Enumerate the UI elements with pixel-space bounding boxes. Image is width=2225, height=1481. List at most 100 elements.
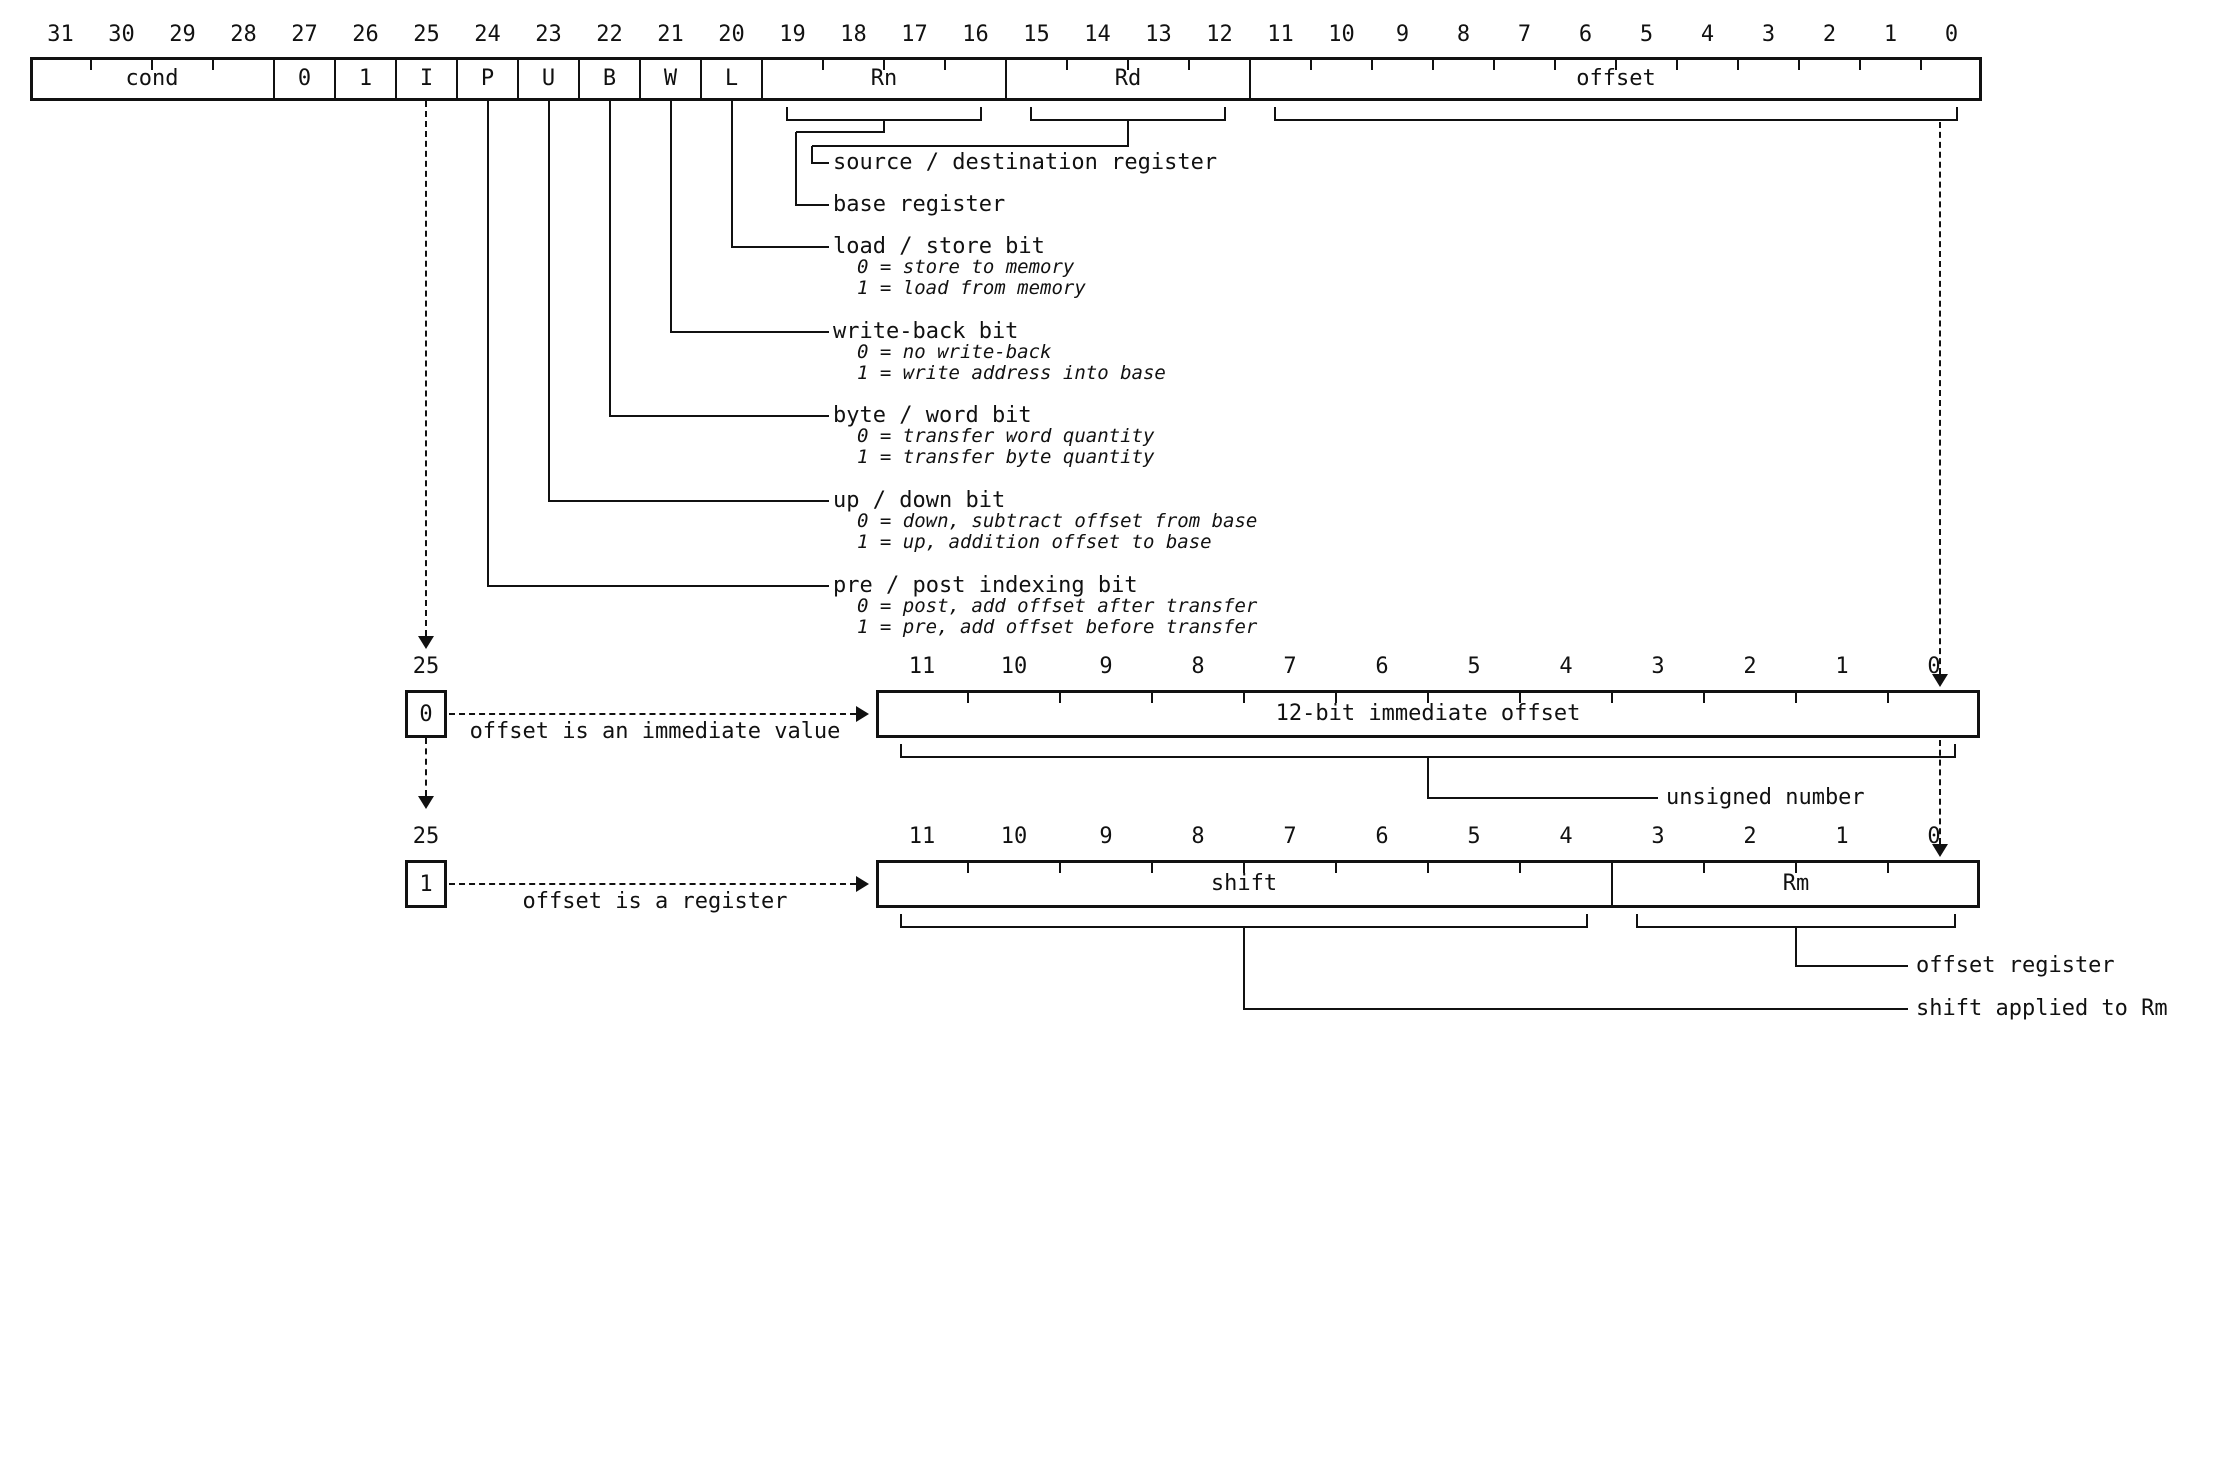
bit-number: 10 xyxy=(1000,654,1028,679)
field-l: L xyxy=(724,66,739,91)
connector-line xyxy=(1796,965,1908,967)
bit-number: 25 xyxy=(413,22,440,47)
field-divider xyxy=(456,57,458,101)
field-1: 1 xyxy=(358,66,373,91)
connector-line xyxy=(812,145,1129,147)
bit-number: 2 xyxy=(1822,22,1837,47)
unsigned-number-label: unsigned number xyxy=(1666,785,1865,810)
bit-tick xyxy=(1737,60,1739,70)
field-shift: shift xyxy=(1210,871,1278,896)
bit-number: 5 xyxy=(1467,654,1481,679)
bit-number: 21 xyxy=(657,22,684,47)
annotation-note: 1 = pre, add offset before transfer xyxy=(857,616,1258,638)
bit-number: 31 xyxy=(47,22,74,47)
bit-number: 7 xyxy=(1517,22,1532,47)
field-underbrace xyxy=(786,107,982,121)
arrow-down-icon xyxy=(1932,674,1948,687)
bit-number: 24 xyxy=(474,22,501,47)
field-divider xyxy=(395,57,397,101)
bit-number: 6 xyxy=(1375,654,1389,679)
connector-line xyxy=(1244,1008,1908,1010)
connector-line xyxy=(1427,758,1429,799)
arrow-right-icon xyxy=(856,706,869,722)
annotation-note: 0 = down, subtract offset from base xyxy=(857,510,1258,532)
bit-tick xyxy=(1335,863,1337,873)
bit-tick xyxy=(1059,863,1061,873)
field-cond: cond xyxy=(125,66,179,91)
bit-number: 8 xyxy=(1191,824,1205,849)
field-divider xyxy=(761,57,763,101)
bit-number: 9 xyxy=(1099,824,1113,849)
bit-tick xyxy=(1859,60,1861,70)
bit-number: 6 xyxy=(1375,824,1389,849)
bit-tick xyxy=(1887,863,1889,873)
field-offset: offset xyxy=(1576,66,1656,91)
field-underbrace xyxy=(900,914,1588,928)
bit-tick xyxy=(1676,60,1678,70)
connector-line xyxy=(486,101,489,587)
field-underbrace xyxy=(900,744,1956,758)
field-rd: Rd xyxy=(1114,66,1142,91)
bit-number: 17 xyxy=(901,22,928,47)
connector-line xyxy=(796,131,885,133)
annotation-label: byte / word bit xyxy=(833,403,1032,428)
bit-number: 10 xyxy=(1328,22,1355,47)
bit-tick xyxy=(1795,693,1797,703)
bit-number: 11 xyxy=(908,654,936,679)
bit-number: 6 xyxy=(1578,22,1593,47)
arrow-down-icon xyxy=(1932,844,1948,857)
bit-tick xyxy=(1795,863,1797,873)
bit-tick xyxy=(1066,60,1068,70)
bit-number: 11 xyxy=(1267,22,1294,47)
annotation-label: load / store bit xyxy=(833,234,1045,259)
field-divider xyxy=(639,57,641,101)
bit-number: 7 xyxy=(1283,654,1297,679)
bit-tick xyxy=(1615,60,1617,70)
bit-number: 20 xyxy=(718,22,745,47)
field-u: U xyxy=(541,66,556,91)
annotation-label: pre / post indexing bit xyxy=(833,573,1138,598)
dashed-connector xyxy=(1939,740,1941,844)
i-bit-value-box: 1 xyxy=(405,860,447,908)
connector-line xyxy=(609,415,829,417)
connector-line xyxy=(1243,928,1245,1010)
arrow-down-icon xyxy=(418,796,434,809)
offset-register-label: offset register xyxy=(1916,953,2115,978)
bit-number: 16 xyxy=(962,22,989,47)
field-rm: Rm xyxy=(1782,871,1810,896)
connector-line xyxy=(795,132,797,206)
field-12-bit-immediate-offset: 12-bit immediate offset xyxy=(1275,701,1581,726)
bit-tick xyxy=(1427,693,1429,703)
bit-tick xyxy=(1611,693,1613,703)
bit-number: 0 xyxy=(1944,22,1959,47)
bit-tick xyxy=(212,60,214,70)
annotation-note: 1 = write address into base xyxy=(857,362,1166,384)
field-divider xyxy=(700,57,702,101)
field-b: B xyxy=(602,66,617,91)
bit-tick xyxy=(1151,693,1153,703)
bit-tick xyxy=(1335,693,1337,703)
bit-number: 2 xyxy=(1743,654,1757,679)
connector-line xyxy=(1127,121,1129,146)
bit-number: 19 xyxy=(779,22,806,47)
bit-tick xyxy=(1243,863,1245,873)
bit-25-label: 25 xyxy=(412,654,440,679)
bit-number: 8 xyxy=(1456,22,1471,47)
bit-number: 1 xyxy=(1883,22,1898,47)
field-underbrace xyxy=(1274,107,1958,121)
annotation-label: write-back bit xyxy=(833,319,1019,344)
bit-tick xyxy=(151,60,153,70)
bit-tick xyxy=(1127,60,1129,70)
annotation-note: 1 = load from memory xyxy=(857,277,1086,299)
bit-tick xyxy=(1188,60,1190,70)
bit-tick xyxy=(1798,60,1800,70)
bit-number: 10 xyxy=(1000,824,1028,849)
annotation-label: source / destination register xyxy=(833,150,1218,175)
connector-line xyxy=(487,585,829,587)
dashed-connector xyxy=(425,738,427,796)
bit-tick xyxy=(1887,693,1889,703)
bit-tick xyxy=(1427,863,1429,873)
bit-tick xyxy=(1703,863,1705,873)
bit-number: 30 xyxy=(108,22,135,47)
